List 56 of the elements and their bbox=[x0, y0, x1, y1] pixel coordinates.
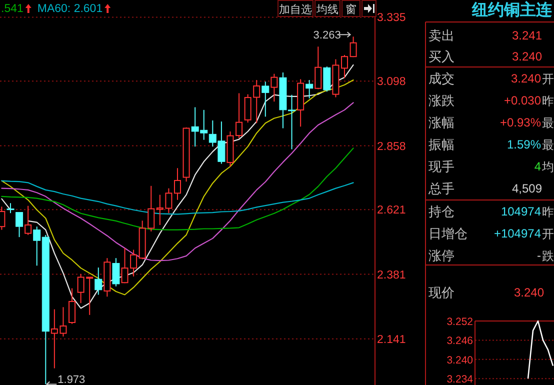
text: 开 bbox=[542, 72, 554, 86]
candlestick bbox=[297, 78, 304, 128]
category-label: 涨停 bbox=[428, 248, 454, 263]
text: MA60: 2.601 bbox=[37, 3, 103, 15]
category-label: 总手 bbox=[428, 181, 454, 196]
text: 4,509 bbox=[512, 182, 542, 196]
text: 均 bbox=[541, 160, 554, 174]
y-tick-label: 3.335 bbox=[377, 12, 406, 24]
annotation: 加自选 bbox=[279, 3, 312, 16]
category-label: 持仓 bbox=[428, 204, 454, 219]
category-label: 涨幅 bbox=[428, 115, 454, 130]
y-tick-label: 3.246 bbox=[446, 335, 474, 348]
candlestick bbox=[94, 267, 102, 296]
text: +0.93% bbox=[500, 116, 541, 130]
text: 3.240 bbox=[512, 50, 542, 64]
category-label: 振幅 bbox=[428, 137, 454, 152]
text: - bbox=[537, 248, 541, 262]
annotation: 3.263 bbox=[313, 30, 341, 42]
y-tick-label: 2.141 bbox=[377, 334, 406, 346]
text: +104974 bbox=[494, 226, 541, 240]
category-label: 日增仓 bbox=[428, 226, 468, 241]
text: 最 bbox=[542, 116, 554, 130]
y-tick-label: 3.252 bbox=[446, 316, 474, 328]
category-label: 成交 bbox=[428, 71, 454, 86]
text: 昨 bbox=[542, 94, 554, 108]
text: +0.030 bbox=[504, 94, 541, 108]
text: 3.241 bbox=[512, 28, 542, 42]
category-label: 涨跌 bbox=[428, 93, 454, 108]
annotation: 1.973 bbox=[58, 374, 86, 385]
line-series bbox=[1, 148, 354, 230]
text: 4 bbox=[534, 160, 541, 174]
y-tick-label: 3.234 bbox=[446, 374, 474, 385]
text: 昨 bbox=[542, 205, 554, 219]
text: 104974 bbox=[500, 204, 541, 218]
text: 纽约铜主连 bbox=[471, 0, 553, 19]
category-label: 买入 bbox=[428, 49, 454, 64]
candlestick bbox=[174, 168, 181, 200]
text: .541 bbox=[1, 3, 24, 15]
annotation: 均线 bbox=[316, 3, 338, 16]
text: 最 bbox=[542, 138, 554, 152]
category-label: 现手 bbox=[428, 159, 454, 174]
text: 3.240 bbox=[514, 286, 544, 300]
text: 3.240 bbox=[510, 72, 541, 86]
annotation: 窗 bbox=[346, 3, 356, 16]
text: 跌 bbox=[542, 249, 554, 263]
y-tick-label: 2.381 bbox=[377, 269, 406, 282]
y-tick-label: 2.621 bbox=[377, 204, 406, 217]
line-series bbox=[527, 320, 554, 380]
text: 1.59% bbox=[506, 138, 541, 152]
y-tick-label: 3.240 bbox=[446, 354, 474, 366]
candlestick bbox=[262, 81, 270, 118]
category-label: 现价 bbox=[428, 285, 454, 300]
category-label: 卖出 bbox=[428, 28, 454, 43]
text: 开 bbox=[542, 227, 554, 241]
y-tick-label: 2.858 bbox=[377, 140, 406, 153]
y-tick-label: 3.098 bbox=[377, 76, 406, 88]
